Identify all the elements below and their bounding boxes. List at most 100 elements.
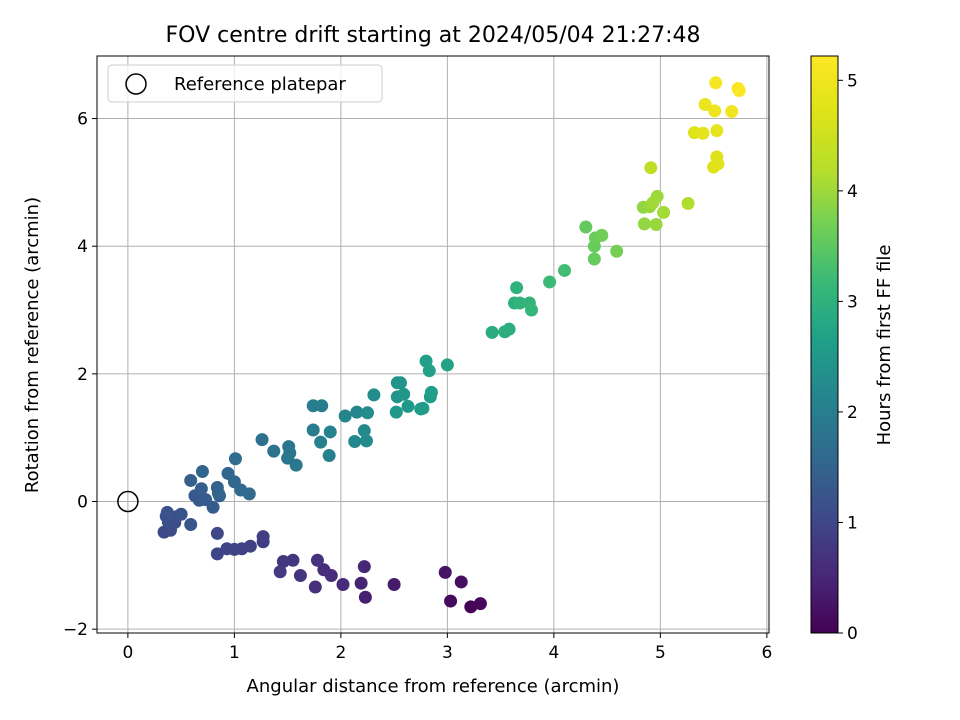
data-point [310, 553, 324, 567]
legend-box [107, 64, 383, 103]
x-axis-label: Angular distance from reference (arcmin) [247, 676, 620, 697]
data-point [357, 424, 371, 438]
data-point [276, 555, 290, 569]
colorbar-label: Hours from first FF file [874, 245, 895, 446]
data-point [644, 161, 658, 175]
colorbar-tick-label: 1 [847, 513, 858, 533]
data-point [587, 252, 601, 266]
data-point [194, 482, 208, 496]
colorbar-tick-label: 0 [847, 624, 858, 644]
scatter-points [157, 76, 746, 614]
colorbar: 0 1 2 3 4 5 Hours from first FF file [810, 55, 895, 644]
data-point [255, 433, 269, 447]
data-point [359, 434, 373, 448]
data-point [424, 385, 438, 399]
data-point [485, 325, 499, 339]
data-point [698, 98, 712, 112]
data-point [422, 364, 436, 378]
x-tick-label: 6 [761, 643, 772, 663]
x-tick-label: 0 [122, 643, 133, 663]
x-tick-label: 5 [655, 643, 666, 663]
data-point [308, 580, 322, 594]
data-point [711, 157, 725, 171]
data-point [210, 526, 224, 540]
x-tick-label: 2 [335, 643, 346, 663]
legend: Reference platepar [107, 64, 383, 103]
data-point [367, 388, 381, 402]
colorbar-gradient [810, 55, 839, 634]
y-axis-label: Rotation from reference (arcmin) [22, 197, 43, 493]
x-axis-ticks: 0 1 2 3 4 5 6 [122, 633, 772, 663]
y-tick-label: 4 [77, 237, 88, 257]
data-point [293, 569, 307, 583]
data-point [732, 83, 746, 97]
data-point [357, 560, 371, 574]
reference-marker [117, 490, 139, 513]
data-point [502, 322, 516, 336]
colorbar-tick-label: 4 [847, 182, 858, 202]
legend-marker-icon [125, 73, 147, 95]
data-point [273, 565, 287, 579]
legend-label: Reference platepar [174, 74, 346, 95]
plot-background [97, 56, 769, 633]
data-point [649, 218, 663, 232]
data-point [681, 196, 695, 210]
data-point [323, 425, 337, 439]
data-point [579, 220, 593, 234]
data-point [416, 401, 430, 415]
data-point [510, 281, 524, 295]
data-point [610, 244, 624, 258]
data-point [657, 205, 671, 219]
data-point [595, 228, 609, 242]
data-point [206, 500, 220, 514]
data-point [160, 505, 174, 519]
reference-platepar-point [117, 490, 139, 513]
colorbar-ticks: 0 1 2 3 4 5 [838, 71, 858, 644]
data-point [228, 452, 242, 466]
data-point [210, 547, 224, 561]
data-point [338, 409, 352, 423]
plot-area: 0 1 2 3 4 5 6 −2 0 2 4 6 [63, 55, 772, 663]
data-point [317, 563, 331, 577]
data-point [322, 449, 336, 463]
data-point [389, 405, 403, 419]
colorbar-tick-label: 3 [847, 292, 858, 312]
data-point [211, 486, 225, 500]
y-tick-label: 2 [77, 365, 88, 385]
data-point [350, 405, 364, 419]
data-point [361, 406, 375, 420]
data-point [289, 458, 303, 472]
data-point [195, 465, 209, 479]
x-tick-label: 4 [548, 643, 559, 663]
data-point [336, 577, 350, 591]
data-point [348, 435, 362, 449]
data-point [440, 358, 454, 372]
colorbar-tick-label: 2 [847, 403, 858, 423]
y-tick-label: 6 [77, 110, 88, 130]
x-tick-label: 3 [442, 643, 453, 663]
data-point [184, 473, 198, 487]
y-tick-label: −2 [63, 620, 88, 640]
data-point [314, 435, 328, 449]
data-point [401, 399, 415, 413]
data-point [286, 553, 300, 567]
data-point [394, 376, 408, 390]
data-point [354, 576, 368, 590]
data-point [358, 590, 372, 604]
data-point [220, 542, 234, 556]
data-point [558, 263, 572, 277]
data-point [454, 575, 468, 589]
data-point [696, 126, 710, 140]
plot-frame [96, 55, 770, 634]
data-point [184, 517, 198, 531]
data-point [725, 105, 739, 119]
data-point [473, 597, 487, 611]
data-point [708, 104, 722, 118]
data-point [543, 275, 557, 289]
data-point [525, 303, 539, 317]
data-point [709, 76, 723, 90]
data-point [315, 399, 329, 413]
chart-title: FOV centre drift starting at 2024/05/04 … [166, 23, 701, 48]
data-point [387, 577, 401, 591]
